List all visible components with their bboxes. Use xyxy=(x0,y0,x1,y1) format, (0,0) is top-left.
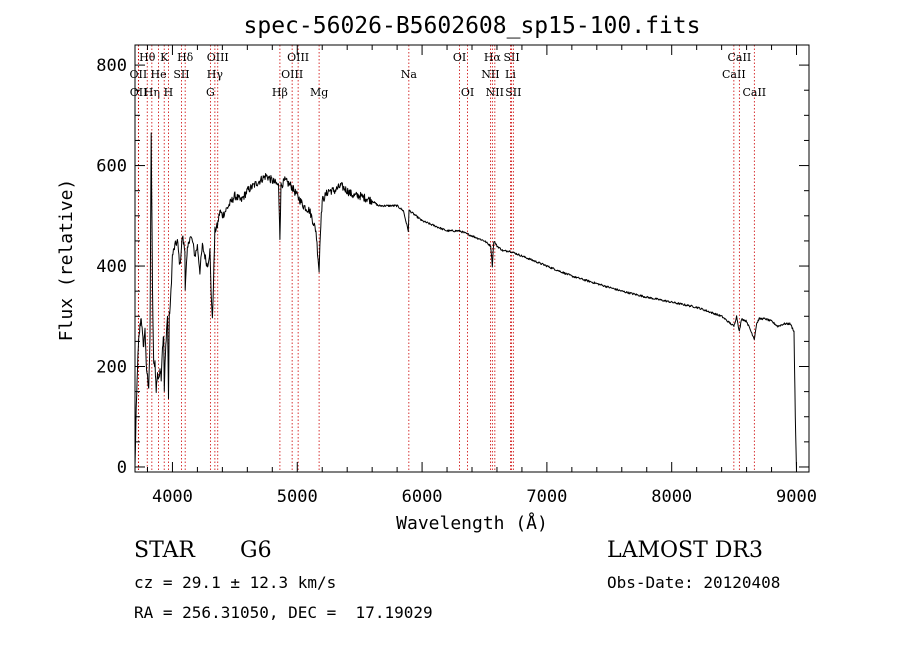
y-tick-label: 600 xyxy=(96,157,127,177)
line-label: NII xyxy=(481,68,499,81)
y-axis-label: Flux (relative) xyxy=(56,179,77,342)
line-label: NII xyxy=(486,86,504,99)
plot-frame xyxy=(134,44,810,473)
line-label: Hα xyxy=(484,51,502,64)
line-label: Mg xyxy=(310,86,328,99)
spectrum-line xyxy=(134,132,797,473)
line-label: OI xyxy=(453,51,466,64)
x-tick-label: 7000 xyxy=(526,487,567,507)
line-label: OIII xyxy=(207,51,229,64)
line-label: Hδ xyxy=(177,51,194,64)
axis-ticks: 4000 5000 6000 7000 8000 9000 0 200 400 600 800 xyxy=(96,45,817,507)
y-tick-label: 400 xyxy=(96,257,127,277)
line-label: OIII xyxy=(281,68,303,81)
line-label: Hβ xyxy=(272,86,288,99)
chart-title: spec-56026-B5602608_sp15-100.fits xyxy=(244,13,701,39)
line-label: OII xyxy=(130,86,148,99)
line-label: Hθ xyxy=(139,51,156,64)
line-label: SII xyxy=(505,86,521,99)
line-label: Na xyxy=(401,68,418,81)
line-label: He xyxy=(151,68,167,81)
x-axis-label: Wavelength (Å) xyxy=(396,512,548,534)
y-tick-label: 800 xyxy=(96,56,127,76)
line-label: OI xyxy=(461,86,474,99)
series-layer xyxy=(134,132,797,473)
line-label: CaII xyxy=(742,86,766,99)
y-tick-label: 200 xyxy=(96,358,127,378)
line-label: K xyxy=(160,51,169,64)
line-label: Li xyxy=(505,68,516,81)
y-tick-label: 0 xyxy=(117,458,127,478)
line-label: OIII xyxy=(287,51,309,64)
redshift-value: cz = 29.1 ± 12.3 km/s xyxy=(134,573,337,592)
line-label: CaII xyxy=(722,68,746,81)
x-tick-label: 8000 xyxy=(651,487,692,507)
x-tick-label: 6000 xyxy=(402,487,443,507)
x-tick-label: 9000 xyxy=(776,487,817,507)
x-tick-label: 4000 xyxy=(152,487,193,507)
line-label: Hγ xyxy=(207,68,224,81)
line-label: SII xyxy=(173,68,189,81)
line-label: G xyxy=(206,86,215,99)
observation-date: Obs-Date: 20120408 xyxy=(607,573,781,592)
survey-name: LAMOST DR3 xyxy=(607,538,763,563)
line-label: SII xyxy=(503,51,519,64)
line-label: Hη xyxy=(144,86,160,99)
object-class: STAR xyxy=(134,538,195,563)
coordinates: RA = 256.31050, DEC = 17.19029 xyxy=(134,603,433,622)
line-label: H xyxy=(164,86,174,99)
object-subclass: G6 xyxy=(240,538,272,563)
line-label: CaII xyxy=(728,51,752,64)
x-tick-label: 5000 xyxy=(277,487,318,507)
